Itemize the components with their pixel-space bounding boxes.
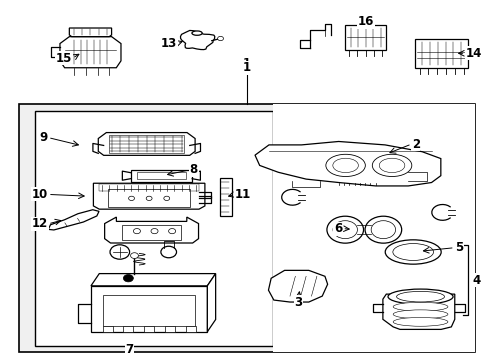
Text: 5: 5: [454, 241, 462, 254]
Ellipse shape: [191, 31, 202, 35]
Bar: [19, 104, 474, 352]
Circle shape: [123, 275, 133, 282]
Ellipse shape: [325, 154, 365, 176]
Ellipse shape: [332, 158, 358, 172]
Polygon shape: [382, 294, 454, 329]
Bar: [219, 178, 231, 216]
Polygon shape: [69, 28, 111, 37]
Text: 4: 4: [471, 274, 480, 287]
Circle shape: [370, 221, 395, 239]
Circle shape: [161, 246, 176, 258]
Text: 10: 10: [32, 188, 48, 201]
Text: 7: 7: [125, 343, 133, 356]
Bar: [108, 189, 190, 207]
Bar: [185, 326, 195, 332]
Bar: [345, 26, 386, 50]
Bar: [103, 295, 194, 325]
Text: 2: 2: [411, 138, 419, 150]
Text: 11: 11: [234, 188, 250, 201]
Ellipse shape: [392, 310, 447, 319]
Polygon shape: [91, 274, 215, 286]
Bar: [99, 184, 199, 191]
Polygon shape: [255, 141, 440, 186]
Polygon shape: [104, 217, 198, 243]
Bar: [272, 104, 474, 352]
Ellipse shape: [385, 240, 440, 264]
Circle shape: [130, 253, 138, 258]
Bar: [130, 170, 192, 182]
Text: 9: 9: [40, 131, 48, 144]
Text: 6: 6: [333, 222, 342, 235]
Text: 12: 12: [32, 217, 48, 230]
Circle shape: [110, 245, 129, 259]
Ellipse shape: [396, 291, 444, 302]
Ellipse shape: [379, 158, 404, 172]
Text: 8: 8: [189, 163, 198, 176]
Circle shape: [128, 196, 134, 201]
Circle shape: [151, 229, 158, 234]
Circle shape: [163, 196, 169, 201]
Text: 3: 3: [294, 296, 302, 309]
Ellipse shape: [392, 302, 447, 311]
Bar: [164, 326, 175, 332]
Circle shape: [146, 196, 152, 201]
Ellipse shape: [371, 154, 411, 176]
Bar: [144, 326, 154, 332]
Circle shape: [168, 229, 175, 234]
Bar: [35, 111, 272, 346]
Polygon shape: [180, 31, 214, 50]
Ellipse shape: [392, 244, 433, 260]
Text: 1: 1: [243, 58, 250, 68]
Circle shape: [365, 216, 401, 243]
Text: 1: 1: [243, 61, 250, 74]
Polygon shape: [207, 274, 215, 332]
Bar: [91, 286, 207, 332]
Polygon shape: [60, 37, 121, 68]
Bar: [123, 326, 133, 332]
Polygon shape: [48, 210, 99, 230]
Text: 16: 16: [357, 15, 373, 28]
Bar: [109, 135, 184, 153]
Polygon shape: [98, 132, 195, 156]
Text: 15: 15: [56, 52, 72, 65]
Circle shape: [332, 221, 357, 239]
Circle shape: [133, 229, 140, 234]
Polygon shape: [268, 270, 327, 302]
Ellipse shape: [392, 318, 447, 326]
Bar: [122, 225, 181, 240]
Bar: [137, 172, 185, 179]
Circle shape: [326, 216, 363, 243]
Ellipse shape: [387, 289, 452, 304]
Circle shape: [217, 36, 223, 41]
Polygon shape: [93, 183, 204, 209]
Bar: [102, 326, 112, 332]
Text: 13: 13: [161, 37, 177, 50]
Text: 14: 14: [465, 47, 481, 60]
Bar: [414, 39, 467, 68]
